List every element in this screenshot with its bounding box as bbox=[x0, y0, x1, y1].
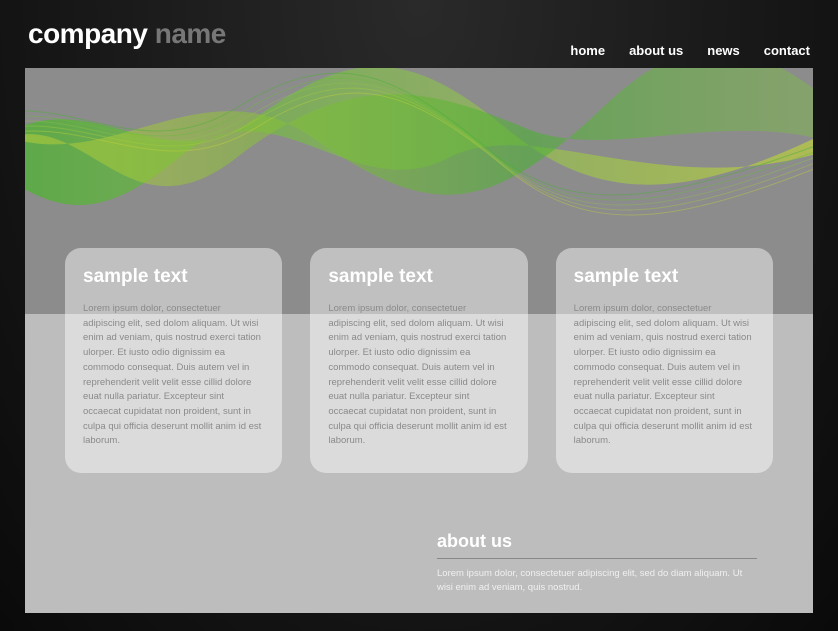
header: company name home about us news contact bbox=[0, 0, 838, 68]
wave-graphic-icon bbox=[25, 68, 813, 248]
nav-contact[interactable]: contact bbox=[764, 43, 810, 58]
nav-home[interactable]: home bbox=[570, 43, 605, 58]
nav-about-us[interactable]: about us bbox=[629, 43, 683, 58]
card-2-body: Lorem ipsum dolor, consectetuer adipisci… bbox=[328, 302, 509, 449]
card-2: sample text Lorem ipsum dolor, consectet… bbox=[310, 248, 527, 473]
nav-news[interactable]: news bbox=[707, 43, 740, 58]
about-body: Lorem ipsum dolor, consectetuer adipisci… bbox=[437, 567, 757, 596]
about-title: about us bbox=[437, 531, 757, 559]
card-2-title: sample text bbox=[328, 266, 509, 288]
main-nav: home about us news contact bbox=[570, 43, 810, 68]
cards-row: sample text Lorem ipsum dolor, consectet… bbox=[25, 248, 813, 473]
card-1: sample text Lorem ipsum dolor, consectet… bbox=[65, 248, 282, 473]
page-frame: company name home about us news contact bbox=[0, 0, 838, 631]
content-stage: sample text Lorem ipsum dolor, consectet… bbox=[25, 68, 813, 613]
logo: company name bbox=[28, 18, 226, 50]
card-3: sample text Lorem ipsum dolor, consectet… bbox=[556, 248, 773, 473]
card-3-body: Lorem ipsum dolor, consectetuer adipisci… bbox=[574, 302, 755, 449]
card-1-body: Lorem ipsum dolor, consectetuer adipisci… bbox=[83, 302, 264, 449]
about-section: about us Lorem ipsum dolor, consectetuer… bbox=[437, 531, 757, 596]
card-3-title: sample text bbox=[574, 266, 755, 288]
logo-word-secondary: name bbox=[147, 18, 225, 49]
logo-word-primary: company bbox=[28, 18, 147, 49]
card-1-title: sample text bbox=[83, 266, 264, 288]
